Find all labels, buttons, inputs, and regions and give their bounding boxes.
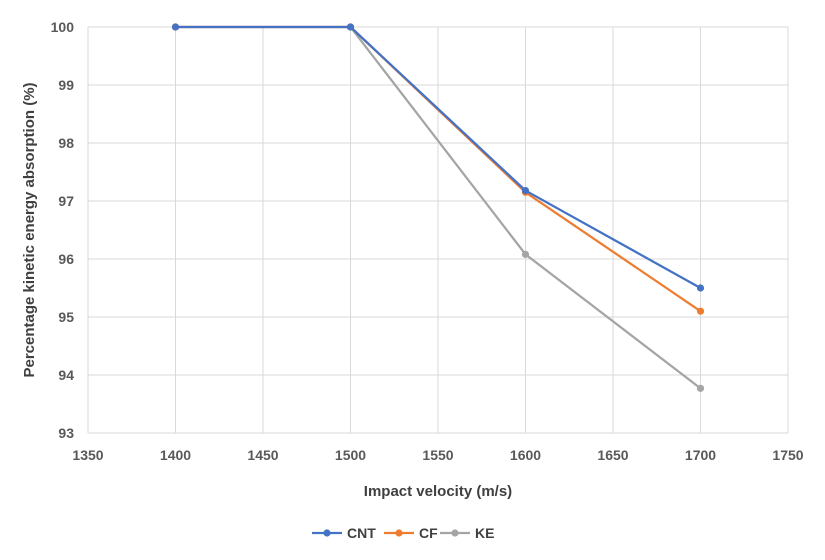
x-axis-title: Impact velocity (m/s): [364, 483, 512, 500]
legend-label-ke: KE: [475, 525, 494, 541]
y-tick-label: 97: [58, 193, 74, 209]
data-point-cnt: [171, 23, 180, 31]
data-point-cnt: [521, 186, 530, 195]
data-point-ke: [696, 384, 705, 392]
legend-marker-cnt: [323, 529, 331, 537]
legend: CNT CF KE: [312, 525, 494, 541]
y-tick-label: 100: [51, 19, 75, 35]
data-point-ke: [521, 250, 530, 258]
x-tick-label: 1600: [510, 447, 541, 463]
x-tick-label: 1550: [422, 447, 453, 463]
y-tick-label: 98: [58, 135, 74, 151]
x-tick-label: 1750: [772, 447, 803, 463]
y-tick-label: 99: [58, 77, 74, 93]
legend-label-cnt: CNT: [347, 525, 376, 541]
series-line-cnt: [175, 25, 702, 289]
x-axis-ticks: 1350 1400 1450 1500 1550 1600 1650 1700 1750: [72, 447, 803, 463]
grid-lines: [87, 26, 789, 434]
data-point-cnt: [346, 23, 355, 31]
x-tick-label: 1500: [335, 447, 366, 463]
y-axis-ticks: 93 94 95 96 97 98 99 100: [51, 19, 75, 441]
legend-marker-cf: [395, 529, 403, 537]
y-tick-label: 96: [58, 251, 74, 267]
series-group: [171, 23, 705, 392]
data-point-cnt: [696, 284, 705, 292]
x-tick-label: 1650: [597, 447, 628, 463]
data-point-cf: [696, 307, 705, 315]
y-tick-label: 93: [58, 425, 74, 441]
x-tick-label: 1400: [160, 447, 191, 463]
x-tick-label: 1450: [247, 447, 278, 463]
x-tick-label: 1350: [72, 447, 103, 463]
x-tick-label: 1700: [685, 447, 716, 463]
legend-marker-ke: [451, 529, 459, 537]
y-tick-label: 95: [58, 309, 74, 325]
y-axis-title: Percentage kinetic energy absorption (%): [21, 82, 38, 377]
legend-label-cf: CF: [419, 525, 438, 541]
y-tick-label: 94: [58, 367, 74, 383]
